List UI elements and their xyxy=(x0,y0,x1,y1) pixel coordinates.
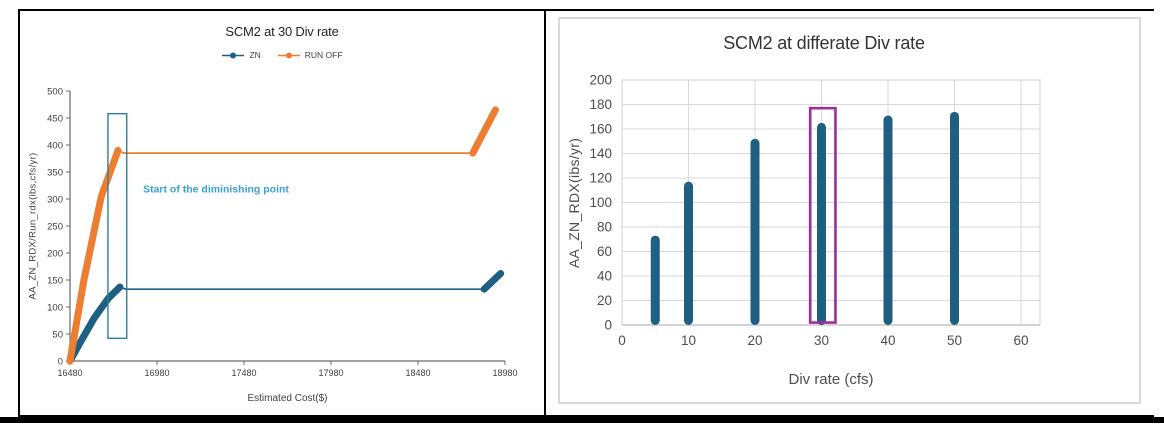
svg-text:400: 400 xyxy=(47,141,63,152)
svg-text:17480: 17480 xyxy=(231,368,256,378)
right-chart-x-axis-label: Div rate (cfs) xyxy=(788,371,874,388)
svg-text:450: 450 xyxy=(47,114,63,125)
svg-text:10: 10 xyxy=(681,333,696,348)
svg-text:17980: 17980 xyxy=(318,368,343,378)
svg-text:0: 0 xyxy=(618,333,626,348)
svg-text:40: 40 xyxy=(597,269,612,284)
c2-scatter-columns xyxy=(650,111,959,325)
svg-text:300: 300 xyxy=(47,195,63,206)
series-zn xyxy=(66,270,505,365)
right-chart-canvas: 0 20 40 60 80 100 120 140 160 180 200 0 10 20 30 40 50 60 xyxy=(589,73,1041,349)
svg-text:120: 120 xyxy=(589,171,612,186)
svg-text:200: 200 xyxy=(589,73,612,88)
series-run-off xyxy=(66,106,499,365)
right-chart-title: SCM2 at differate Div rate xyxy=(723,33,925,53)
right-chart-y-axis-label: AA_ZN_RDX(ibs/yr) xyxy=(566,137,582,269)
right-chart-cell: SCM2 at differate Div rate 0 20 40 60 80 100 1… xyxy=(546,11,1154,415)
svg-text:200: 200 xyxy=(47,249,63,260)
svg-text:100: 100 xyxy=(589,195,612,210)
c1-axes: 0 50 100 150 200 250 300 350 400 450 500 16480 16980… xyxy=(47,87,517,379)
svg-text:0: 0 xyxy=(58,357,63,368)
svg-text:140: 140 xyxy=(589,146,612,161)
left-chart-y-axis-label: AA_ZN_RDX/Run_rdx(ibs,cfs/yr) xyxy=(27,152,39,300)
left-chart-cell: SCM2 at 30 Div rate ZN RUN OFF 0 50 100 150… xyxy=(20,11,544,415)
svg-text:60: 60 xyxy=(597,244,612,259)
svg-text:20: 20 xyxy=(747,333,762,348)
svg-text:0: 0 xyxy=(604,318,612,333)
legend-item-runoff: RUN OFF xyxy=(277,50,343,60)
svg-text:16980: 16980 xyxy=(144,368,169,378)
left-chart-canvas: 0 50 100 150 200 250 300 350 400 450 500 16480 16980… xyxy=(47,87,517,379)
left-chart-title: SCM2 at 30 Div rate xyxy=(225,24,339,39)
svg-text:350: 350 xyxy=(47,168,63,179)
div-rate-30-highlight-box xyxy=(808,106,837,324)
left-chart-x-axis-label: Estimated Cost($) xyxy=(247,393,328,404)
right-chart-frame: SCM2 at differate Div rate 0 20 40 60 80 100 1… xyxy=(558,17,1141,404)
table-column-divider xyxy=(544,9,546,417)
svg-text:50: 50 xyxy=(52,330,63,341)
legend-item-zn: ZN xyxy=(221,50,261,60)
svg-text:500: 500 xyxy=(47,87,63,98)
svg-text:30: 30 xyxy=(814,333,829,348)
svg-text:18980: 18980 xyxy=(492,368,517,378)
legend-label-runoff: RUN OFF xyxy=(304,50,343,60)
svg-text:180: 180 xyxy=(589,97,612,112)
left-chart-legend: ZN RUN OFF xyxy=(20,50,544,60)
svg-text:100: 100 xyxy=(47,303,63,314)
c2-tick-labels: 0 20 40 60 80 100 120 140 160 180 200 0 10 20 30 40 50 60 xyxy=(589,73,1028,349)
svg-text:50: 50 xyxy=(947,333,962,348)
svg-text:80: 80 xyxy=(597,220,612,235)
bottom-border-bar xyxy=(0,417,1164,423)
legend-label-zn: ZN xyxy=(249,50,261,60)
zn-line-marker-icon xyxy=(222,52,245,58)
svg-text:18480: 18480 xyxy=(405,368,430,378)
svg-text:16480: 16480 xyxy=(57,368,82,378)
svg-text:250: 250 xyxy=(47,222,63,233)
svg-text:60: 60 xyxy=(1013,333,1028,348)
diminishing-point-annotation: Start of the diminishing point xyxy=(143,184,289,196)
svg-text:20: 20 xyxy=(597,293,612,308)
diminishing-point-highlight-box xyxy=(107,112,128,340)
runoff-line-marker-icon xyxy=(277,52,300,58)
svg-text:40: 40 xyxy=(880,333,895,348)
svg-text:160: 160 xyxy=(589,122,612,137)
svg-text:150: 150 xyxy=(47,276,63,287)
